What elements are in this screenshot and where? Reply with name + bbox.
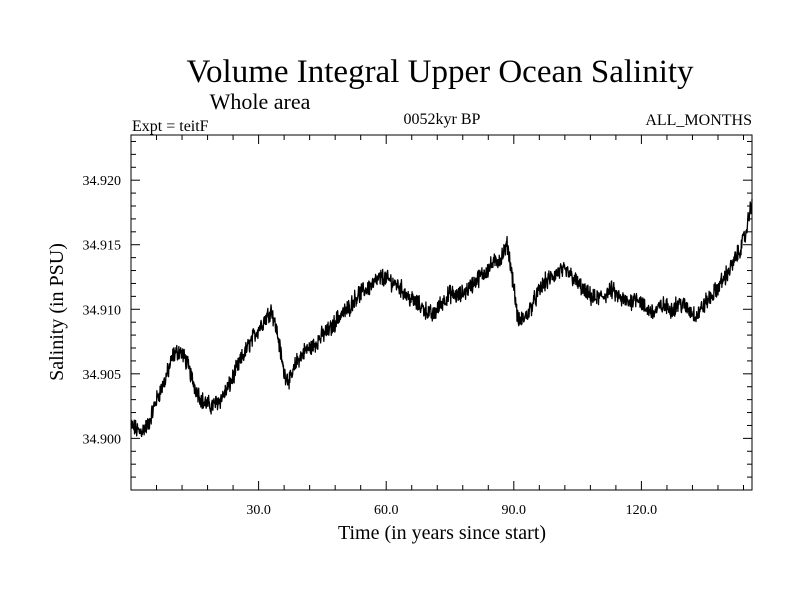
tick-marks: [131, 135, 752, 491]
x-tick-label: 30.0: [246, 503, 271, 518]
y-tick-label: 34.900: [83, 432, 122, 447]
y-tick-label: 34.915: [83, 239, 122, 254]
y-tick-label: 34.910: [83, 303, 122, 318]
period-label: 0052kyr BP: [404, 111, 481, 128]
chart-title: Volume Integral Upper Ocean Salinity: [186, 54, 694, 90]
months-label: ALL_MONTHS: [645, 112, 752, 129]
series-group: [130, 199, 753, 438]
experiment-label: Expt = teitF: [132, 118, 209, 135]
series-line-salinity: [130, 199, 753, 438]
x-tick-label: 90.0: [502, 503, 527, 518]
chart-subtitle: Whole area: [210, 89, 311, 114]
plot-frame: [130, 134, 753, 491]
x-axis-label: Time (in years since start): [338, 522, 546, 544]
x-tick-label: 60.0: [374, 503, 399, 518]
y-tick-label: 34.905: [83, 368, 122, 383]
y-tick-labels: 34.900 34.905 34.910 34.915 34.920: [83, 174, 122, 447]
x-tick-labels: 30.0 60.0 90.0 120.0: [246, 503, 657, 518]
y-tick-label: 34.920: [83, 174, 122, 189]
y-axis-label: Salinity (in PSU): [46, 243, 68, 381]
x-tick-label: 120.0: [626, 503, 658, 518]
